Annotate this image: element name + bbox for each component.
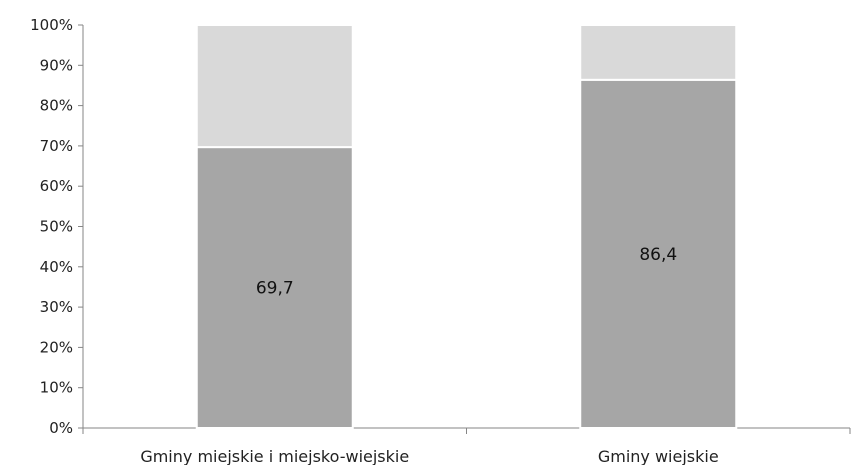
y-tick-label: 30% xyxy=(40,298,73,316)
y-tick-label: 50% xyxy=(40,218,73,236)
data-label: 86,4 xyxy=(639,245,677,265)
bar-segment-2 xyxy=(195,24,354,149)
x-category-label: Gminy miejskie i miejsko-wiejskie xyxy=(140,447,409,465)
x-category-label: Gminy wiejskie xyxy=(598,447,719,465)
y-tick-label: 90% xyxy=(40,56,73,74)
y-tick-label: 100% xyxy=(30,16,73,34)
y-tick-label: 10% xyxy=(40,379,73,397)
y-tick-label: 40% xyxy=(40,258,73,276)
y-tick-label: 70% xyxy=(40,137,73,155)
data-label: 69,7 xyxy=(256,279,294,299)
bar-segment-1 xyxy=(579,78,738,429)
y-tick-label: 60% xyxy=(40,177,73,195)
y-tick-label: 20% xyxy=(40,338,73,356)
y-tick-label: 80% xyxy=(40,97,73,115)
bar-segment-2 xyxy=(579,24,738,81)
y-tick-label: 0% xyxy=(49,419,73,437)
bar-segment-1 xyxy=(195,146,354,429)
